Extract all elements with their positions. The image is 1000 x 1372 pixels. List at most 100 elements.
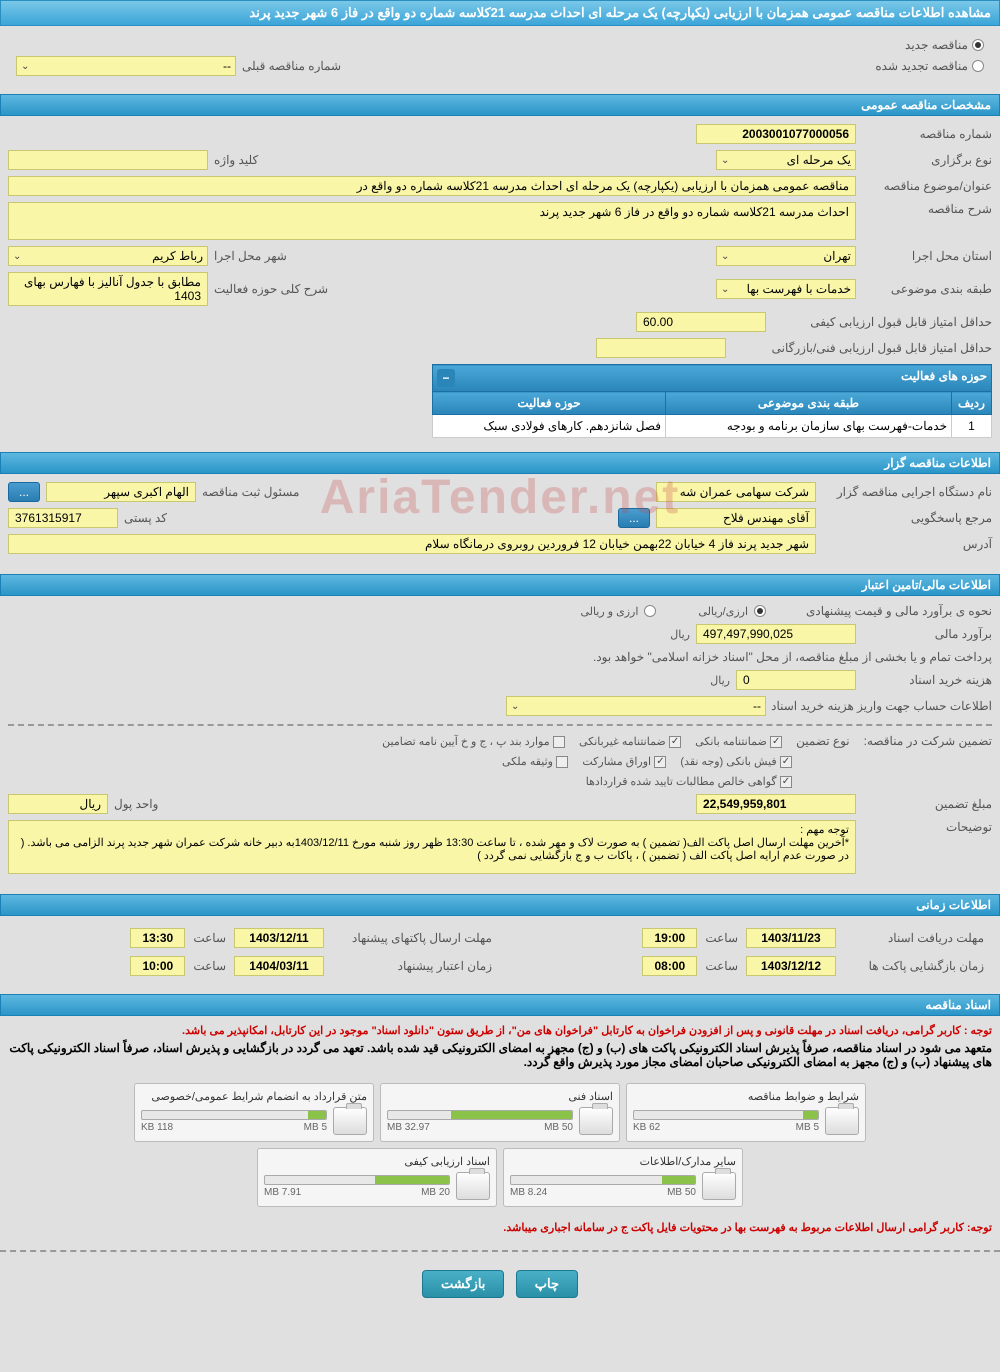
estimate-type-label: نحوه ی برآورد مالی و قیمت پیشنهادی	[772, 604, 992, 618]
category-label: طبقه بندی موضوعی	[862, 282, 992, 296]
radio-rial-icon[interactable]	[754, 605, 766, 617]
open-date: 1403/12/12	[746, 956, 836, 976]
receive-label: مهلت دریافت اسناد	[844, 931, 984, 945]
estimate-label: برآورد مالی	[862, 627, 992, 641]
tender-no-field: 2003001077000056	[696, 124, 856, 144]
radio-renewed-icon	[972, 60, 984, 72]
doc-note-1: توجه : کاربر گرامی، دریافت اسناد در مهلت…	[8, 1024, 992, 1037]
notes-label: توضیحات	[862, 820, 992, 834]
type-value: یک مرحله ای	[787, 153, 851, 167]
payment-note: پرداخت تمام و یا بخشی از مبلغ مناقصه، از…	[593, 650, 992, 664]
doc-fee-label: هزینه خرید اسناد	[862, 673, 992, 687]
doc5-max: 20 MB	[421, 1187, 450, 1198]
activity-scope-field[interactable]: مطابق با جدول آنالیز با فهارس بهای 1403	[8, 272, 208, 306]
tender-no-label: شماره مناقصه	[862, 127, 992, 141]
estimate-opt1: ارزی/ریالی	[698, 605, 748, 618]
col-scope: حوزه فعالیت	[433, 392, 666, 415]
doc-box-qualitative[interactable]: اسناد ارزیابی کیفی 20 MB7.91 MB	[257, 1148, 497, 1207]
currency-label: واحد پول	[114, 797, 158, 811]
category-value: خدمات با فهرست بها	[747, 282, 851, 296]
account-select[interactable]: -- ⌄	[506, 696, 766, 716]
desc-label: شرح مناقصه	[862, 202, 992, 216]
gt-nonbank-label: ضمانتنامه غیربانکی	[579, 736, 666, 748]
section-general: مشخصات مناقصه عمومی	[0, 94, 1000, 116]
min-qual-label: حداقل امتیاز قابل قبول ارزیابی کیفی	[772, 315, 992, 329]
registrar-more-button[interactable]: ...	[8, 482, 40, 502]
doc-box-conditions[interactable]: شرایط و ضوابط مناقصه 5 MB62 KB	[626, 1083, 866, 1142]
prev-number-label: شماره مناقصه قبلی	[242, 59, 341, 73]
activity-table-title: حوزه های فعالیت	[901, 369, 987, 383]
doc4-progress	[510, 1175, 696, 1185]
checkbox-regulation[interactable]	[553, 736, 565, 748]
doc2-progress	[387, 1110, 573, 1120]
tender-type-new-label: مناقصه جدید	[905, 38, 968, 52]
section-timing: اطلاعات زمانی	[0, 894, 1000, 916]
estimate-field: 497,497,990,025	[696, 624, 856, 644]
chevron-down-icon: ⌄	[21, 61, 29, 72]
back-button[interactable]: بازگشت	[422, 1270, 504, 1298]
doc-box-contract[interactable]: متن قرارداد به انضمام شرایط عمومی/خصوصی …	[134, 1083, 374, 1142]
receive-date: 1403/11/23	[746, 928, 836, 948]
guarantee-label: تضمین شرکت در مناقصه:	[864, 734, 992, 748]
doc3-max: 5 MB	[304, 1122, 327, 1133]
tender-type-renewed-row[interactable]: مناقصه تجدید شده	[875, 59, 984, 73]
desc-field[interactable]: احداث مدرسه 21کلاسه شماره دو واقع در فاز…	[8, 202, 856, 240]
doc-box-technical[interactable]: اسناد فنی 50 MB32.97 MB	[380, 1083, 620, 1142]
registrar-field: الهام اکبری سپهر	[46, 482, 196, 502]
postal-label: کد پستی	[124, 511, 167, 525]
province-select[interactable]: تهران ⌄	[716, 246, 856, 266]
checkbox-property[interactable]	[556, 756, 568, 768]
folder-icon	[579, 1107, 613, 1135]
folder-icon	[702, 1172, 736, 1200]
tender-type-renewed-label: مناقصه تجدید شده	[875, 59, 968, 73]
open-time: 08:00	[642, 956, 697, 976]
time-label-4: ساعت	[193, 959, 226, 973]
folder-icon	[333, 1107, 367, 1135]
subject-field[interactable]: مناقصه عمومی همزمان با ارزیابی (یکپارچه)…	[8, 176, 856, 196]
validity-label: زمان اعتبار پیشنهاد	[332, 959, 492, 973]
tender-type-new-row[interactable]: مناقصه جدید	[16, 38, 984, 52]
collapse-icon[interactable]: −	[437, 369, 455, 387]
checkbox-bank[interactable]	[770, 736, 782, 748]
validity-time: 10:00	[130, 956, 185, 976]
doc4-max: 50 MB	[667, 1187, 696, 1198]
checkbox-bonds[interactable]	[654, 756, 666, 768]
checkbox-cash[interactable]	[780, 756, 792, 768]
activity-scope-label: شرح کلی حوزه فعالیت	[214, 282, 328, 296]
responder-more-button[interactable]: ...	[618, 508, 650, 528]
section-organizer: اطلاعات مناقصه گزار	[0, 452, 1000, 474]
print-button[interactable]: چاپ	[516, 1270, 578, 1298]
city-label: شهر محل اجرا	[214, 249, 287, 263]
min-qual-field[interactable]: 60.00	[636, 312, 766, 332]
min-tech-field[interactable]	[596, 338, 726, 358]
doc2-title: اسناد فنی	[387, 1090, 613, 1103]
keyword-field[interactable]	[8, 150, 208, 170]
section-documents: اسناد مناقصه	[0, 994, 1000, 1016]
prev-number-select[interactable]: -- ⌄	[16, 56, 236, 76]
cell-row-no: 1	[952, 415, 992, 438]
responder-field: آقای مهندس فلاح	[656, 508, 816, 528]
checkbox-receivables[interactable]	[780, 776, 792, 788]
gt-bank-label: ضمانتنامه بانکی	[695, 736, 767, 748]
col-row: ردیف	[952, 392, 992, 415]
estimate-opt2: ارزی و ریالی	[580, 605, 638, 618]
cell-category: خدمات-فهرست بهای سازمان برنامه و بودجه	[666, 415, 952, 438]
address-label: آدرس	[822, 537, 992, 551]
city-select[interactable]: رباط کریم ⌄	[8, 246, 208, 266]
doc-box-other[interactable]: سایر مدارک/اطلاعات 50 MB8.24 MB	[503, 1148, 743, 1207]
province-value: تهران	[823, 249, 851, 263]
type-select[interactable]: یک مرحله ای ⌄	[716, 150, 856, 170]
province-label: استان محل اجرا	[862, 249, 992, 263]
category-select[interactable]: خدمات با فهرست بها ⌄	[716, 279, 856, 299]
city-value: رباط کریم	[152, 249, 203, 263]
checkbox-nonbank[interactable]	[669, 736, 681, 748]
gt-regulation-label: موارد بند پ ، ج و خ آیین نامه تضامین	[382, 736, 549, 748]
radio-both-icon[interactable]	[644, 605, 656, 617]
section-financial: اطلاعات مالی/تامین اعتبار	[0, 574, 1000, 596]
currency-field: ریال	[8, 794, 108, 814]
unit-rial: ریال	[670, 628, 690, 641]
validity-date: 1404/03/11	[234, 956, 324, 976]
doc1-title: شرایط و ضوابط مناقصه	[633, 1090, 859, 1103]
open-label: زمان بازگشایی پاکت ها	[844, 959, 984, 973]
notes-field[interactable]: توجه مهم : *آخرین مهلت ارسال اصل پاکت ال…	[8, 820, 856, 874]
